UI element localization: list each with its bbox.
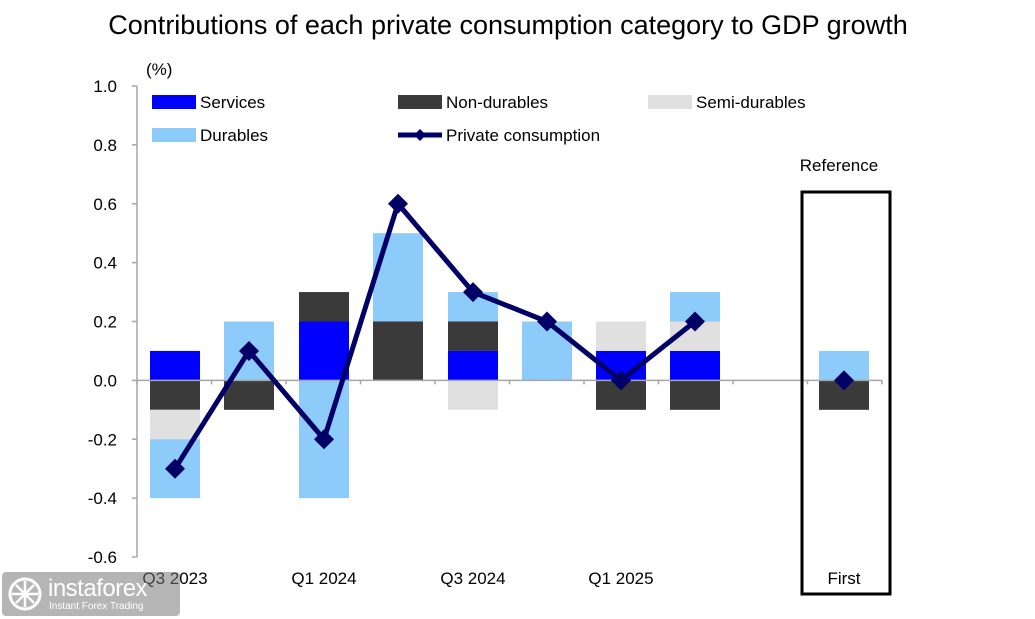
private-consumption-marker-q1-2025: [611, 370, 631, 391]
watermark-brand: instaforex: [48, 575, 148, 602]
legend-swatch-semi-durables: [648, 95, 692, 109]
watermark: instaforex Instant Forex Trading: [2, 572, 180, 616]
bar-services-q1-2024: [299, 321, 349, 381]
legend-marker-private-consumption: [414, 129, 426, 141]
y-axis: 1.0 0.8 0.6 0.4 0.2 0.0 -0.2 -0.4 -0.6: [88, 77, 138, 567]
private-consumption-marker-q4-2024: [537, 311, 557, 332]
y-tick-label: -0.2: [88, 430, 117, 449]
reference-group: Reference: [800, 156, 892, 596]
y-tick-label: 0.4: [93, 254, 117, 273]
bar-semi-durables-q3-2024: [448, 380, 498, 410]
legend-swatch-services: [152, 95, 196, 109]
private-consumption-marker-q3-2023: [165, 458, 185, 479]
private-consumption-marker-q4-2023: [239, 340, 259, 361]
legend-label-non-durables: Non-durables: [446, 93, 548, 112]
y-tick-label: 0.0: [93, 371, 117, 390]
x-tick-label: Q3 2024: [440, 569, 505, 588]
x-axis-ticks: [136, 380, 883, 385]
y-tick-label: 0.8: [93, 136, 117, 155]
legend-label-durables: Durables: [200, 126, 268, 145]
y-tick-label: -0.6: [88, 548, 117, 567]
reference-label: Reference: [800, 156, 878, 175]
x-tick-label: Q1 2025: [588, 569, 653, 588]
bar-services-q3-2024: [448, 350, 498, 381]
private-consumption-polyline: [172, 198, 697, 471]
bar-durables-q2-2024: [373, 233, 423, 322]
bars-group: [150, 233, 869, 499]
private-consumption-marker-q3-2024: [463, 282, 483, 303]
bar-non-durables-q2-2024: [373, 321, 423, 381]
y-tick-label: 0.2: [93, 313, 117, 332]
legend-swatch-durables: [152, 128, 196, 142]
y-tick-label: 0.6: [93, 195, 117, 214]
y-tick-label: 1.0: [93, 77, 117, 96]
y-tick-label: -0.4: [88, 489, 117, 508]
bar-semi-durables-q3-2023: [150, 409, 200, 440]
bar-services-q3-2023: [150, 350, 200, 381]
x-tick-label: Q1 2024: [291, 569, 356, 588]
legend-swatch-non-durables: [398, 95, 442, 109]
legend-label-private-consumption: Private consumption: [446, 126, 600, 145]
private-consumption-marker-first: [834, 370, 854, 391]
private-consumption-marker-q1-2024: [314, 429, 334, 450]
watermark-tagline: Instant Forex Trading: [49, 601, 144, 612]
bar-semi-durables-q1-2025: [596, 321, 646, 351]
private-consumption-marker-q2-2024: [388, 193, 408, 214]
bar-non-durables-q4-2023: [224, 380, 274, 410]
legend-label-semi-durables: Semi-durables: [696, 93, 806, 112]
legend-label-services: Services: [200, 93, 265, 112]
x-tick-label-first: First: [827, 569, 860, 588]
bar-non-durables-q2-2025: [670, 380, 720, 410]
bar-services-q2-2025: [670, 350, 720, 381]
legend: Services Non-durables Semi-durables Durable…: [152, 93, 806, 145]
y-axis-label: (%): [146, 60, 172, 79]
bar-non-durables-q1-2024: [299, 292, 349, 322]
chart-title: Contributions of each private consumptio…: [108, 10, 908, 40]
bar-non-durables-q3-2024: [448, 321, 498, 351]
private-consumption-line: [165, 193, 854, 479]
bar-non-durables-q3-2023: [150, 380, 200, 410]
private-consumption-marker-q2-2025: [685, 311, 705, 332]
instaforex-logo-icon: [8, 577, 42, 611]
reference-box: [800, 190, 892, 596]
